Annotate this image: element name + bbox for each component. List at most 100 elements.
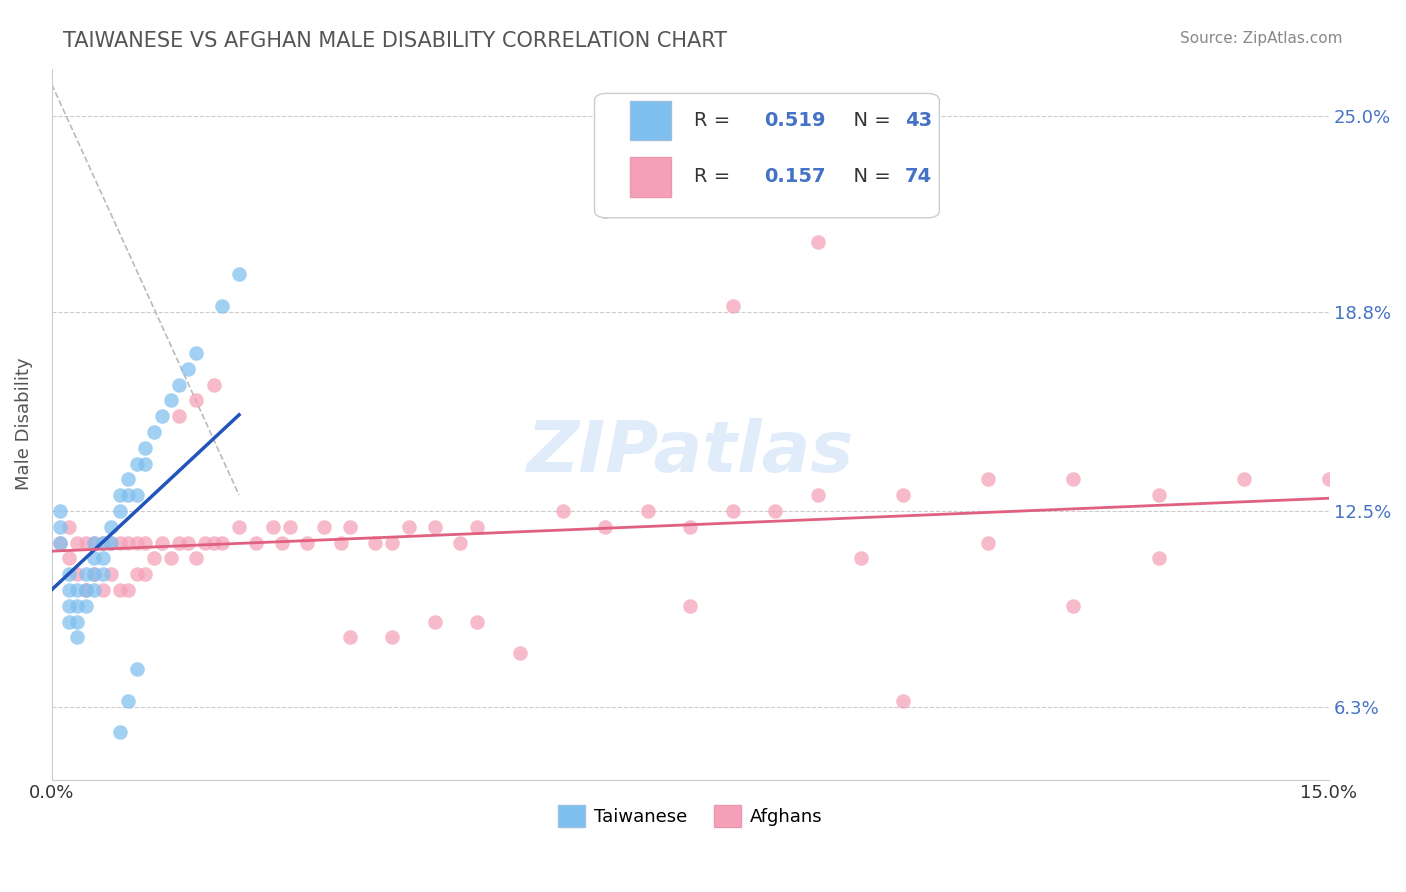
Point (134, 457, 156, 471)
Point (1062, 472, 1084, 486)
Point (49, 535, 72, 549)
Point (152, 535, 174, 549)
Point (75, 582, 97, 597)
Point (721, 504, 744, 518)
Point (91, 582, 114, 597)
Point (66, 535, 89, 549)
Point (108, 504, 131, 518)
Point (807, 488, 830, 502)
Point (977, 472, 1000, 486)
Point (83, 535, 105, 549)
Point (467, 615, 489, 629)
Point (186, 393, 208, 408)
Point (467, 520, 489, 534)
Point (117, 535, 139, 549)
Point (91, 535, 114, 549)
Point (83, 567, 105, 582)
Point (593, 520, 616, 534)
Point (66, 631, 89, 645)
Point (58, 582, 80, 597)
Point (637, 504, 659, 518)
Point (278, 520, 301, 534)
Point (721, 299, 744, 313)
Point (339, 520, 361, 534)
Point (679, 599, 702, 613)
Text: R =: R = (695, 168, 737, 186)
Point (142, 425, 165, 439)
Point (1147, 551, 1170, 566)
Text: 43: 43 (905, 111, 932, 129)
Point (330, 535, 353, 549)
Point (765, 504, 787, 518)
Point (202, 535, 225, 549)
Point (108, 535, 131, 549)
Point (83, 535, 105, 549)
Point (125, 662, 148, 676)
Point (186, 346, 208, 360)
Point (211, 535, 233, 549)
FancyBboxPatch shape (630, 101, 671, 140)
Point (117, 582, 139, 597)
Point (100, 535, 122, 549)
Point (58, 520, 80, 534)
Text: 0.519: 0.519 (765, 111, 825, 129)
Point (228, 520, 250, 534)
Point (125, 535, 148, 549)
Point (91, 551, 114, 566)
Text: TAIWANESE VS AFGHAN MALE DISABILITY CORRELATION CHART: TAIWANESE VS AFGHAN MALE DISABILITY CORR… (63, 31, 727, 51)
Point (364, 535, 387, 549)
Point (423, 615, 446, 629)
Point (66, 582, 89, 597)
Point (194, 535, 217, 549)
Point (75, 582, 97, 597)
Text: 0.157: 0.157 (765, 168, 825, 186)
Point (270, 535, 292, 549)
Point (1233, 472, 1256, 486)
Point (152, 409, 174, 424)
Point (891, 488, 914, 502)
Point (211, 299, 233, 313)
Point (125, 457, 148, 471)
Point (108, 488, 131, 502)
Point (314, 520, 336, 534)
Text: R =: R = (695, 111, 737, 129)
FancyBboxPatch shape (595, 94, 939, 218)
Point (160, 393, 183, 408)
Point (593, 203, 616, 218)
Point (58, 599, 80, 613)
Point (49, 535, 72, 549)
Point (228, 267, 250, 281)
Point (49, 504, 72, 518)
Point (117, 488, 139, 502)
Point (423, 520, 446, 534)
Point (381, 631, 404, 645)
Point (202, 377, 225, 392)
Point (75, 535, 97, 549)
Point (891, 693, 914, 707)
Point (186, 551, 208, 566)
Text: N =: N = (841, 111, 897, 129)
Point (125, 567, 148, 582)
Point (449, 535, 471, 549)
Point (295, 535, 318, 549)
Point (807, 235, 830, 250)
Point (134, 441, 156, 455)
Text: ZIPatlas: ZIPatlas (527, 418, 853, 487)
Point (262, 520, 284, 534)
Point (1062, 599, 1084, 613)
Point (108, 725, 131, 739)
Point (58, 551, 80, 566)
Point (245, 535, 267, 549)
Point (169, 535, 191, 549)
Point (83, 582, 105, 597)
Point (381, 535, 404, 549)
Point (551, 504, 574, 518)
Point (160, 551, 183, 566)
Point (83, 567, 105, 582)
Point (125, 488, 148, 502)
Point (100, 535, 122, 549)
Point (169, 409, 191, 424)
Point (398, 520, 420, 534)
Point (83, 551, 105, 566)
Text: Source: ZipAtlas.com: Source: ZipAtlas.com (1180, 31, 1343, 46)
